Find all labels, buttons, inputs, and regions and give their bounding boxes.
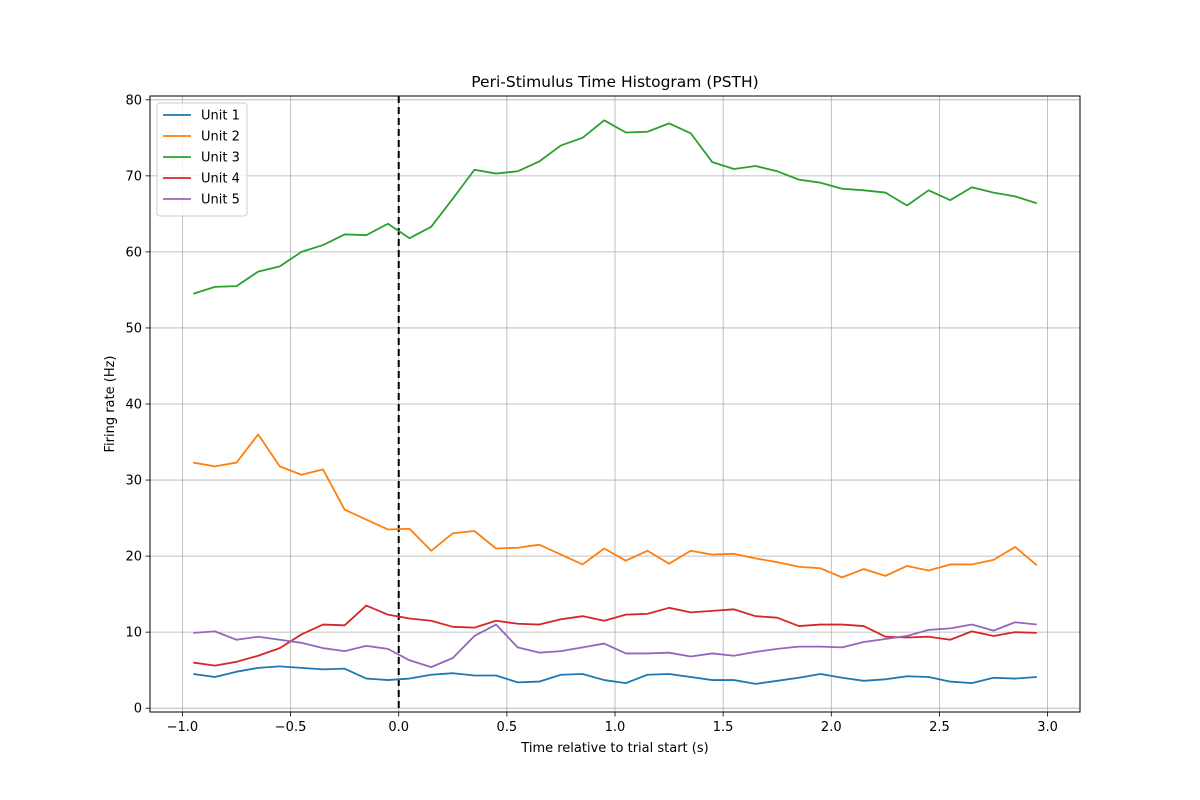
x-tick-label: 2.0 [821, 720, 842, 735]
y-tick-label: 20 [125, 550, 142, 565]
legend-label: Unit 4 [201, 172, 240, 187]
x-tick-label: 2.5 [929, 720, 950, 735]
series-line-unit-3 [192, 119, 1038, 295]
series-line-unit-2 [193, 433, 1038, 579]
legend-label: Unit 3 [201, 151, 240, 166]
x-axis-label: Time relative to trial start (s) [520, 741, 708, 756]
y-axis-label: Firing rate (Hz) [103, 355, 118, 452]
legend-box [156, 102, 248, 217]
legend: Unit 1 Unit 2 Unit 3 Unit 4 Unit 5 [156, 102, 248, 217]
y-tick-label: 60 [125, 245, 142, 260]
x-tick-label: 0.0 [388, 720, 409, 735]
chart-title: Peri-Stimulus Time Histogram (PSTH) [471, 73, 758, 91]
legend-label: Unit 2 [201, 130, 240, 145]
grid [150, 96, 1080, 712]
y-tick-label: 0 [134, 702, 142, 717]
y-tick-label: 10 [125, 626, 142, 641]
series-lines [192, 119, 1038, 685]
legend-label: Unit 5 [201, 193, 240, 208]
series-line-unit-5 [193, 621, 1037, 669]
series-line-unit-1 [193, 665, 1037, 685]
x-tick-label: 3.0 [1037, 720, 1058, 735]
x-tick-label: −0.5 [275, 720, 307, 735]
x-tick-label: −1.0 [167, 720, 199, 735]
x-tick-label: 1.5 [713, 720, 734, 735]
y-tick-label: 80 [125, 93, 142, 108]
axes: −1.0 −0.5 0.0 0.5 1.0 1.5 2.0 2.5 3.0 0 10 20 30 40 50… [125, 93, 1057, 735]
x-tick-label: 0.5 [497, 720, 518, 735]
y-tick-label: 50 [125, 321, 142, 336]
y-tick-label: 40 [125, 398, 142, 413]
legend-label: Unit 1 [201, 109, 240, 124]
y-tick-label: 70 [125, 169, 142, 184]
x-tick-label: 1.0 [605, 720, 626, 735]
y-tick-label: 30 [125, 474, 142, 489]
